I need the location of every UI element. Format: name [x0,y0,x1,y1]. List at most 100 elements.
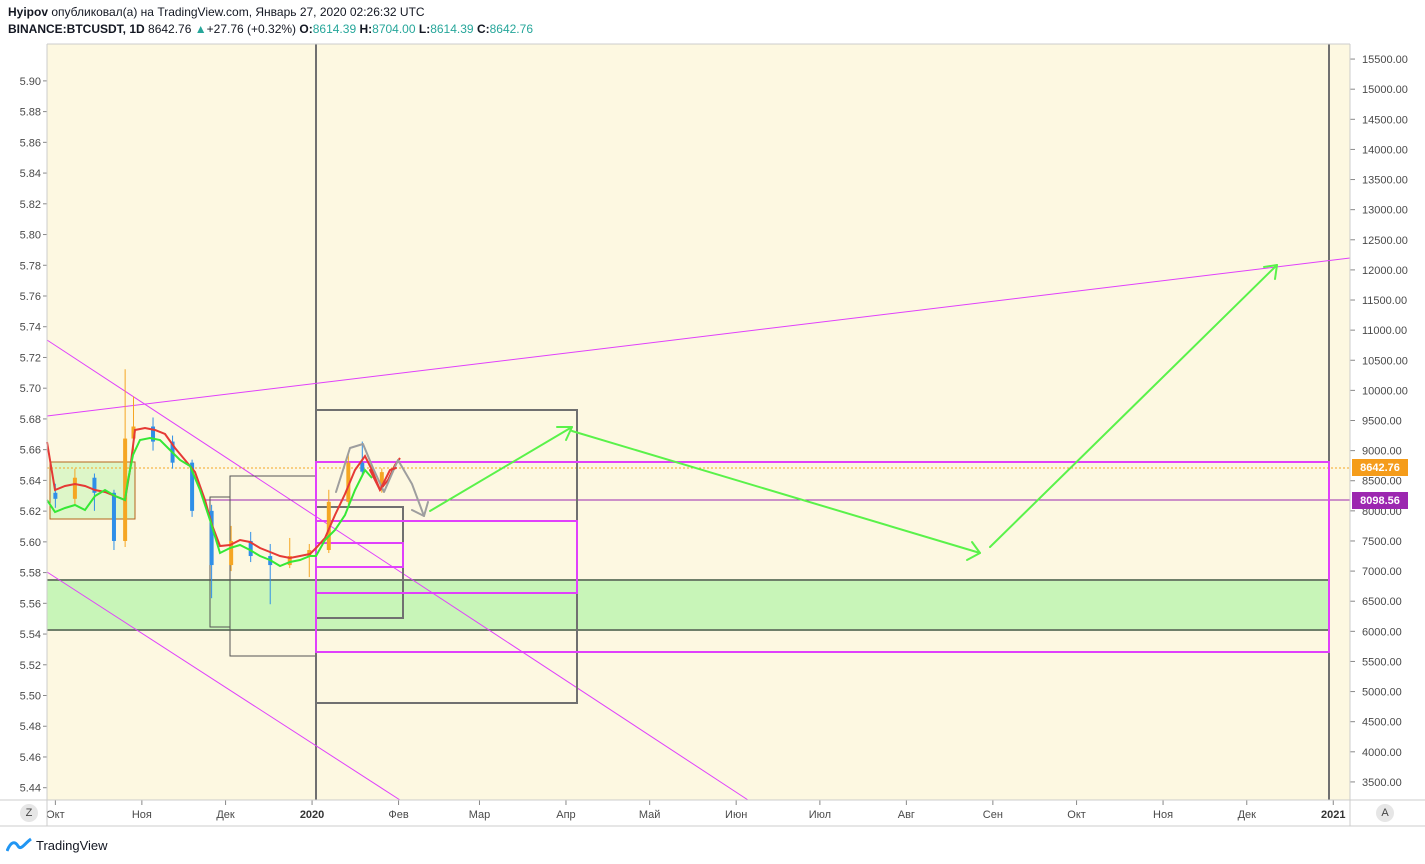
consolidation-box-green [49,461,136,520]
level-price-badge [1352,492,1408,509]
high-value: 8704.00 [372,22,416,36]
x-tick-label: Сен [983,809,1003,821]
left-price-axis: 5.90 5.88 5.86 5.84 5.82 5.80 5.78 5.76 5.74 5.72… [20,76,47,795]
green-ma-line [46,436,373,568]
left-tick-label: 5.48 [20,721,41,733]
left-tick-label: 5.60 [20,537,41,549]
descending-trendline-lower [46,571,401,801]
left-tick-label: 5.44 [20,783,41,795]
left-tick-label: 5.64 [20,475,41,487]
plot-background [47,44,1350,800]
candle-body [287,556,292,566]
last-price: 8642.76 [148,22,192,36]
right-tick-label: 7000.00 [1362,566,1402,578]
candle-body [307,550,312,557]
projection-arrows [335,264,1278,561]
left-tick-label: 5.86 [20,137,41,149]
x-tick-label: Июн [725,809,747,821]
x-tick-label: Июл [809,809,831,821]
tradingview-brand: TradingView [36,837,108,853]
left-tick-label: 5.52 [20,660,41,672]
price-change: +27.76 (+0.32%) [206,22,297,36]
candle-body [360,462,365,472]
left-tick-label: 5.56 [20,598,41,610]
left-tick-label: 5.82 [20,199,41,211]
open-value: 8614.39 [312,22,357,36]
author-name[interactable]: Hyipov [8,5,49,19]
candle-body [111,492,116,541]
candle-body [72,477,77,499]
open-label: O: [299,22,313,36]
right-tick-label: 9500.00 [1362,415,1402,427]
x-tick-label: Ноя [132,809,152,821]
candle-body [53,492,58,499]
x-tick-label: Окт [46,809,65,821]
green-arrow-3 [989,264,1278,548]
x-tick-label: 2021 [1321,809,1345,821]
green-arrow-2 [571,430,981,554]
candle-body [379,472,384,487]
right-tick-label: 7500.00 [1362,536,1402,548]
current-price-label: 8642.76 [1360,462,1400,474]
right-tick-label: 14500.00 [1362,114,1408,126]
candle-body [92,477,97,493]
green-arrow-2-head [966,541,981,561]
x-tick-label: Окт [1067,809,1086,821]
right-tick-label: 11000.00 [1362,325,1407,337]
candle-body [209,510,214,566]
left-tick-label: 5.90 [20,76,41,88]
symbol-name[interactable]: BINANCE:BTCUSDT, 1D [8,22,145,36]
left-tick-label: 5.80 [20,230,41,242]
candle-body [151,426,156,442]
right-tick-label: 9000.00 [1362,446,1402,458]
x-tick-label: Май [639,809,661,821]
right-tick-label: 5500.00 [1362,656,1402,668]
right-tick-label: 4000.00 [1362,747,1402,759]
low-label: L: [418,22,431,36]
published-text: опубликовал(а) на TradingView.com, Январ… [51,5,425,19]
publish-info: Hyipov опубликовал(а) на TradingView.com… [8,5,425,19]
left-tick-label: 5.54 [20,629,41,641]
right-tick-label: 12000.00 [1362,265,1408,277]
gray-arrow-head [411,501,429,517]
right-tick-label: 10500.00 [1362,355,1408,367]
close-label: C: [476,22,490,36]
change-arrow-icon: ▲ [194,22,207,36]
left-tick-label: 5.50 [20,691,41,703]
close-value: 8642.76 [489,22,533,36]
right-price-axis: 15500.00 15000.00 14500.00 14000.00 13500.00… [1350,54,1408,789]
x-tick-label: 2020 [300,809,324,821]
right-tick-label: 5000.00 [1362,687,1402,699]
level-price-label: 8098.56 [1360,495,1400,507]
auto-scale-button[interactable]: A [1376,804,1394,822]
left-tick-label: 5.76 [20,291,41,303]
low-value: 8614.39 [430,22,474,36]
candle-body [123,438,128,541]
x-tick-label: Мар [469,809,491,821]
left-tick-label: 5.68 [20,414,41,426]
left-tick-label: 5.78 [20,260,41,272]
left-tick-label: 5.84 [20,168,41,180]
candle-body [248,540,253,557]
red-zigzag [369,467,397,491]
price-badges: 8642.76 8098.56 [1352,459,1408,509]
tradingview-footer[interactable]: TradingView [6,837,108,853]
left-tick-label: 5.74 [20,322,41,334]
left-tick-label: 5.46 [20,752,41,764]
right-axis-background [1350,44,1425,800]
tradingview-logo-icon [6,837,32,852]
green-arrow-1 [429,426,573,512]
right-tick-label: 6000.00 [1362,626,1402,638]
right-tick-label: 15000.00 [1362,84,1408,96]
ascending-trendline [46,257,1351,417]
right-tick-label: 14000.00 [1362,144,1408,156]
moving-averages [46,426,401,568]
symbol-info: BINANCE:BTCUSDT, 1D 8642.76 ▲+27.76 (+0.… [8,22,533,36]
x-tick-label: Ноя [1153,809,1173,821]
right-tick-label: 12500.00 [1362,235,1408,247]
x-tick-label: Авг [898,809,915,821]
left-scale-mode-button[interactable]: Z [20,804,38,822]
x-tick-label: Дек [1238,809,1257,821]
candle-body [346,462,351,502]
